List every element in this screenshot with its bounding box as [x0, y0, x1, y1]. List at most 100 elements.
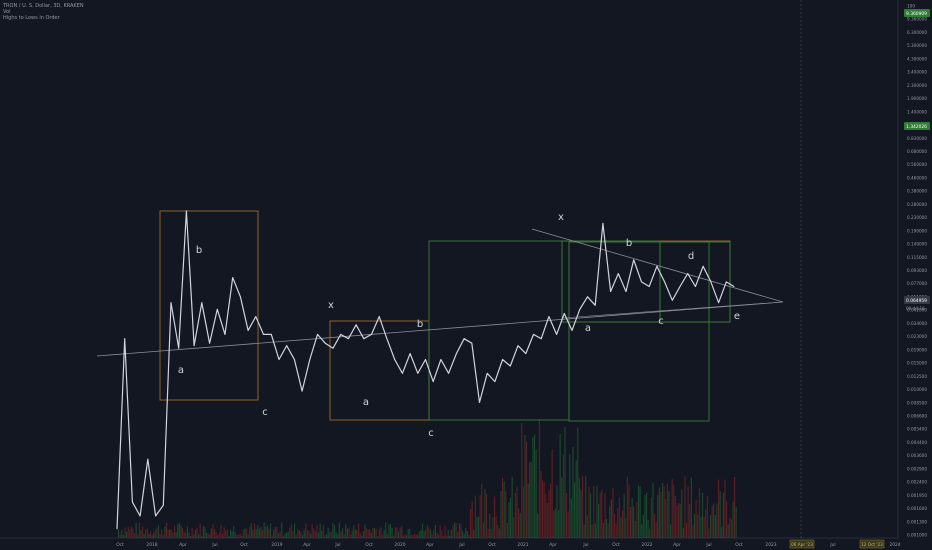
- volume-bar: [503, 481, 505, 538]
- volume-bar: [462, 530, 464, 538]
- volume-bar: [169, 529, 171, 538]
- volume-bar: [652, 482, 654, 538]
- volume-bar: [476, 516, 478, 538]
- volume-bar: [730, 519, 732, 538]
- price-point: [725, 281, 727, 283]
- volume-bar: [649, 528, 651, 538]
- volume-bar: [260, 527, 262, 538]
- volume-bar: [174, 525, 176, 538]
- volume-bar: [370, 532, 372, 538]
- price-point: [286, 345, 288, 347]
- volume-bar: [505, 491, 507, 538]
- volume-bar: [687, 486, 689, 538]
- volume-bar: [546, 503, 548, 538]
- volume-bar: [430, 529, 432, 538]
- volume-bar: [340, 531, 342, 538]
- wave-label-x: x: [328, 300, 334, 311]
- volume-bar: [377, 536, 379, 538]
- price-point: [417, 372, 419, 374]
- volume-bar: [198, 534, 200, 538]
- volume-bar: [258, 528, 260, 538]
- price-point: [409, 353, 411, 354]
- volume-bar: [362, 531, 364, 538]
- volume-bar: [537, 513, 539, 538]
- volume-bar: [172, 532, 174, 538]
- price-tick-label: 0.023000: [907, 334, 927, 339]
- price-point: [679, 286, 681, 287]
- volume-bar: [414, 533, 416, 538]
- time-tick-label: Oct: [735, 542, 743, 548]
- volume-bar: [212, 524, 214, 538]
- time-tick-label: 2020: [394, 542, 405, 548]
- time-tick-label: Oct: [488, 542, 496, 548]
- volume-bar: [630, 507, 632, 538]
- volume-bar: [662, 482, 664, 538]
- volume-bar: [646, 492, 648, 538]
- indicator-legend[interactable]: Highs to Lows in Order: [3, 15, 60, 21]
- volume-bar: [478, 516, 480, 538]
- volume-bar: [406, 535, 408, 538]
- time-tick-label: 2022: [641, 542, 652, 548]
- price-point: [247, 330, 249, 331]
- volume-bar: [382, 534, 384, 538]
- time-tick-label: Apr: [549, 542, 557, 548]
- price-point: [517, 345, 519, 347]
- volume-bar: [226, 529, 228, 538]
- countdown-label: 09:44:16: [906, 306, 925, 311]
- volume-bar: [201, 535, 203, 538]
- volume-bar: [513, 517, 515, 538]
- volume-bar: [268, 529, 270, 538]
- wave-label-x: x: [558, 212, 564, 223]
- volume-bar: [346, 528, 348, 538]
- price-point: [556, 334, 557, 335]
- price-point: [571, 330, 573, 331]
- volume-bar: [401, 526, 403, 538]
- volume-bar: [713, 503, 715, 538]
- volume-bar: [457, 531, 459, 538]
- time-tick-label: Jul: [829, 542, 835, 548]
- price-tick-label: 0.005400: [907, 427, 927, 432]
- price-point: [348, 338, 349, 340]
- volume-bar: [526, 442, 528, 538]
- price-tick-label: 3.400000: [907, 70, 927, 75]
- price-point: [263, 334, 264, 335]
- price-point: [309, 359, 311, 360]
- wave-label-a: a: [585, 323, 591, 334]
- box-triangle-2021: [561, 240, 731, 323]
- volume-bar: [561, 477, 563, 538]
- volume-bar: [321, 530, 323, 538]
- volume-bar: [220, 524, 222, 538]
- volume-bar: [530, 461, 532, 538]
- volume-bar: [209, 534, 211, 538]
- volume-bar: [522, 486, 524, 538]
- time-tick-label: Oct: [240, 542, 248, 548]
- price-tick-label: 1.900000: [907, 96, 927, 101]
- volume-legend[interactable]: Vol: [3, 9, 11, 15]
- volume-bar: [161, 529, 163, 538]
- volume-bar: [286, 532, 288, 538]
- volume-bar: [234, 532, 236, 538]
- volume-bar: [428, 527, 430, 538]
- time-tick-label: Jul: [705, 542, 711, 548]
- volume-bar: [433, 530, 435, 538]
- volume-bar: [399, 527, 401, 538]
- volume-bar: [290, 524, 292, 538]
- price-badge: [904, 9, 930, 17]
- time-tick-label: 2021: [517, 542, 528, 548]
- volume-bar: [446, 535, 448, 538]
- volume-bar: [729, 517, 731, 538]
- price-point: [340, 334, 342, 335]
- volume-bar: [294, 523, 296, 538]
- volume-bar: [628, 484, 630, 538]
- volume-bar: [361, 535, 363, 538]
- box-abc-2018: [159, 210, 259, 401]
- volume-bar: [298, 530, 300, 538]
- volume-bar: [580, 490, 582, 538]
- box-a-c: [561, 240, 661, 323]
- volume-bar: [143, 533, 145, 538]
- price-point: [432, 381, 434, 382]
- wave-label-c: c: [262, 407, 268, 418]
- volume-bar: [326, 534, 328, 538]
- volume-bar: [622, 510, 624, 538]
